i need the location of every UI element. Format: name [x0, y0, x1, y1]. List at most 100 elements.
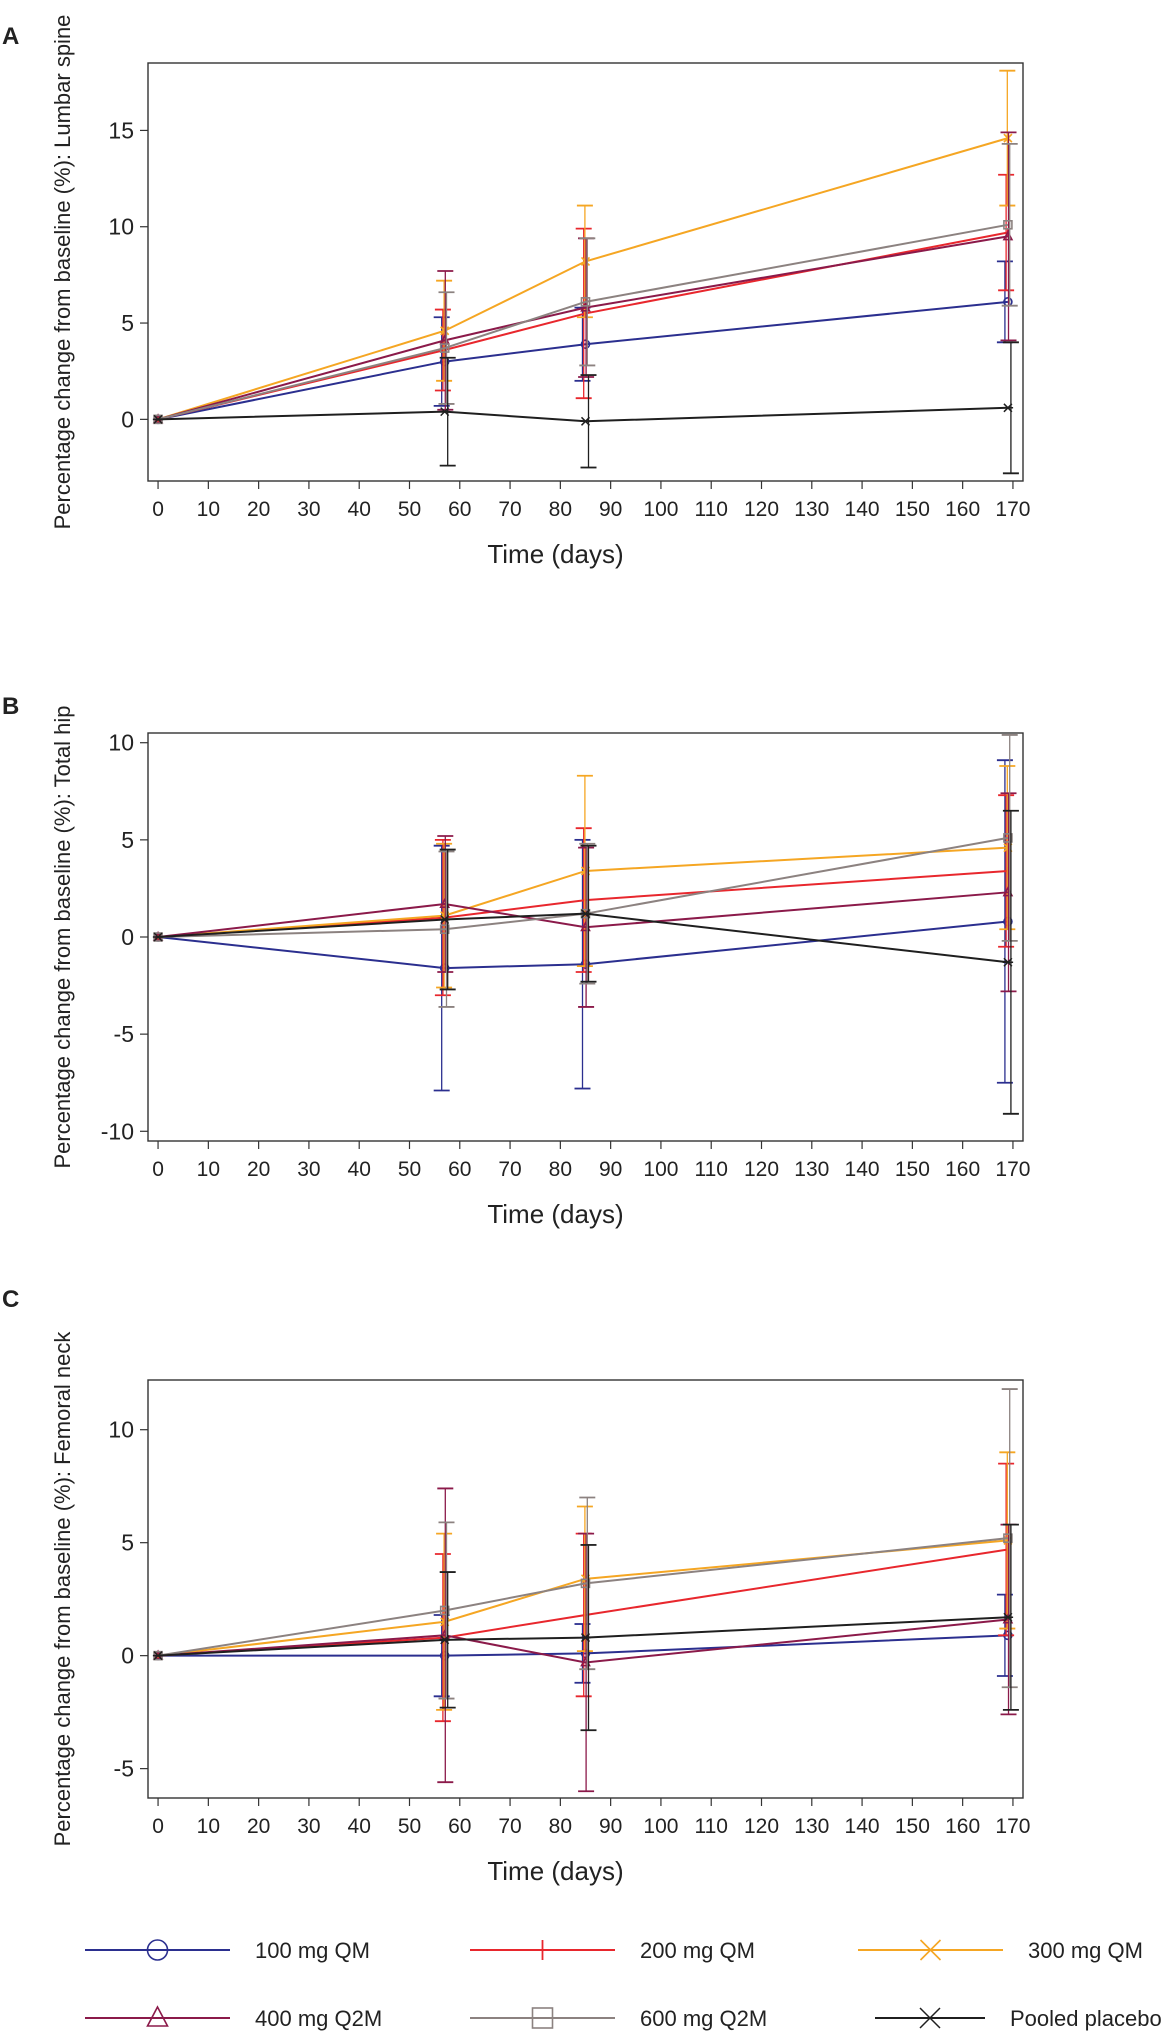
y-tick-label: 5 — [121, 1530, 134, 1556]
legend-marker-icon — [531, 2007, 554, 2029]
data-point — [1003, 220, 1013, 230]
x-tick-label: 90 — [599, 1158, 622, 1181]
data-point — [1002, 957, 1014, 967]
series-300-mg-qm — [153, 765, 1016, 989]
legend-item-400-mg-q2m: 400 mg Q2M — [85, 2005, 382, 2031]
x-tick-label: 10 — [197, 1158, 220, 1181]
plot-area — [152, 69, 1019, 475]
x-tick-label: 140 — [845, 1158, 880, 1181]
legend-item-300-mg-qm: 300 mg QM — [858, 1938, 1143, 1963]
chart-panel-c: C0 10 20 30 40 50 60 70 80 90 100 110 120 130 140 150 16… — [2, 1286, 1030, 1886]
series-line — [157, 137, 1009, 421]
data-point — [580, 1633, 591, 1643]
y-tick-label: -5 — [114, 1756, 134, 1782]
y-tick-label: 0 — [121, 1643, 134, 1669]
legend-item-100-mg-qm: 100 mg QM — [85, 1938, 370, 1963]
x-tick-label: 80 — [549, 498, 572, 521]
data-point — [1003, 833, 1013, 843]
x-tick-label: 10 — [197, 1815, 220, 1838]
data-point — [1002, 1612, 1014, 1622]
series-line — [157, 1537, 1009, 1657]
plot-area — [152, 1388, 1019, 1793]
data-point — [439, 1635, 450, 1645]
series-600-mg-q2m — [153, 1388, 1018, 1700]
x-tick-label: 170 — [995, 1158, 1030, 1181]
y-tick-label: 0 — [121, 924, 134, 950]
chart-panel-b: B0 10 20 30 40 50 60 70 80 90 100 110 120 130 140 150 16… — [2, 693, 1030, 1229]
series-line — [157, 300, 1009, 421]
data-point — [152, 414, 164, 424]
legend-marker-icon — [146, 2005, 169, 2027]
x-tick-label: 100 — [643, 498, 678, 521]
x-tick-label: 130 — [794, 498, 829, 521]
series-line — [157, 1539, 1009, 1657]
legend-label: 200 mg QM — [640, 1938, 755, 1963]
data-point — [580, 297, 591, 307]
x-tick-label: 100 — [643, 1815, 678, 1838]
series-100-mg-qm — [153, 260, 1013, 425]
plot-frame — [147, 62, 1024, 482]
legend-marker-icon — [146, 1939, 169, 1961]
x-tick-label: 50 — [398, 1815, 421, 1838]
legend-label: 600 mg Q2M — [640, 2006, 767, 2031]
x-tick-label: 60 — [448, 1158, 471, 1181]
series-line — [157, 846, 1008, 938]
data-point — [580, 909, 591, 919]
data-point — [580, 1578, 591, 1589]
plot-frame — [147, 1379, 1024, 1799]
series-line — [157, 912, 1009, 964]
y-tick-label: -5 — [114, 1021, 134, 1047]
series-pooled-placebo — [152, 809, 1019, 1115]
x-tick-label: 90 — [599, 1815, 622, 1838]
legend-item-pooled-placebo: Pooled placebo — [875, 2006, 1162, 2031]
x-tick-label: 30 — [297, 1815, 320, 1838]
series-400-mg-q2m — [152, 1487, 1017, 1793]
x-tick-label: 40 — [348, 498, 371, 521]
y-tick-label: -10 — [101, 1118, 134, 1144]
x-tick-label: 90 — [599, 498, 622, 521]
x-tick-label: 80 — [549, 1158, 572, 1181]
legend-marker-icon — [917, 2007, 943, 2029]
x-tick-label: 120 — [744, 1815, 779, 1838]
data-point — [439, 924, 450, 935]
data-point — [1002, 403, 1014, 413]
data-point — [152, 932, 164, 942]
y-tick-label: 5 — [121, 310, 134, 336]
y-tick-label: 10 — [108, 730, 134, 756]
x-tick-label: 70 — [498, 498, 521, 521]
x-tick-label: 0 — [152, 1815, 164, 1838]
x-tick-label: 110 — [694, 498, 727, 521]
x-axis-label: Time (days) — [487, 1199, 623, 1229]
x-tick-label: 50 — [398, 498, 421, 521]
x-tick-label: 60 — [448, 498, 471, 521]
x-tick-label: 160 — [945, 1158, 980, 1181]
series-line — [157, 1618, 1009, 1664]
x-tick-label: 100 — [643, 1158, 678, 1181]
series-pooled-placebo — [152, 341, 1019, 475]
x-tick-label: 170 — [995, 1815, 1030, 1838]
x-tick-label: 150 — [895, 1815, 930, 1838]
x-tick-label: 110 — [694, 1815, 727, 1838]
y-axis-label: Percentage change from baseline (%): Lum… — [50, 15, 75, 530]
y-tick-label: 15 — [108, 117, 134, 143]
data-point — [439, 343, 450, 353]
x-tick-label: 160 — [945, 1815, 980, 1838]
legend-label: Pooled placebo — [1010, 2006, 1162, 2031]
panel-label: B — [2, 693, 19, 720]
x-tick-label: 120 — [744, 498, 779, 521]
legend-item-600-mg-q2m: 600 mg Q2M — [470, 2006, 767, 2031]
legend: 100 mg QM 200 mg QM 300 mg QM 400 mg Q2M 600… — [85, 1938, 1162, 2031]
x-tick-label: 140 — [845, 1815, 880, 1838]
legend-item-200-mg-qm: 200 mg QM — [470, 1938, 755, 1963]
series-100-mg-qm — [153, 759, 1013, 1092]
x-tick-label: 120 — [744, 1158, 779, 1181]
legend-label: 300 mg QM — [1028, 1938, 1143, 1963]
x-tick-label: 150 — [895, 498, 930, 521]
series-300-mg-qm — [153, 1451, 1016, 1711]
plot-area — [152, 734, 1019, 1115]
series-line — [157, 920, 1009, 970]
x-tick-label: 170 — [995, 498, 1030, 521]
data-point — [1003, 1533, 1013, 1543]
legend-marker-icon — [919, 1939, 942, 1961]
